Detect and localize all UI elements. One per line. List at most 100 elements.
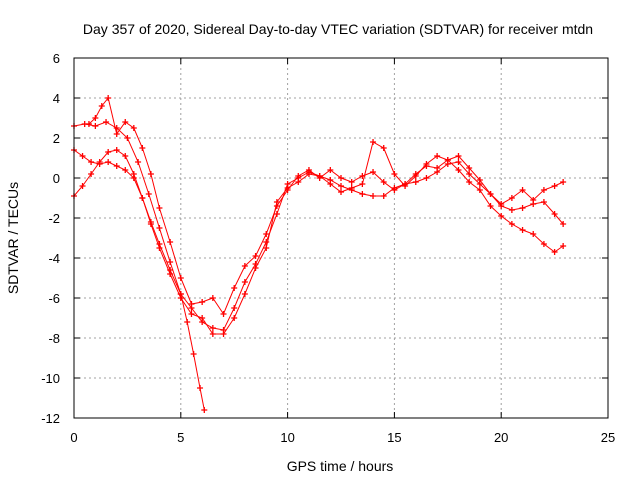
data-point [423, 163, 430, 169]
data-point [231, 285, 238, 291]
data-point [167, 239, 174, 245]
y-tick-label: 6 [53, 51, 60, 66]
data-point [167, 259, 174, 265]
data-point [197, 385, 204, 391]
data-point [241, 279, 248, 285]
data-point [551, 249, 558, 255]
data-point [130, 171, 137, 177]
x-tick-label: 0 [70, 430, 77, 445]
axis-ticks: 0 5 10 15 20 25 -12 -10 -8 -6 -4 -2 0 2 4 6 [41, 51, 615, 445]
y-tick-label: 0 [53, 171, 60, 186]
data-point [380, 145, 387, 151]
data-point [434, 165, 441, 171]
data-point [241, 263, 248, 269]
data-point [98, 103, 105, 109]
data-point [551, 183, 558, 189]
data-point [402, 181, 409, 187]
data-point [487, 191, 494, 197]
data-point [305, 167, 312, 173]
data-point [92, 115, 99, 121]
data-point [156, 205, 163, 211]
data-point [113, 147, 120, 153]
data-point [380, 179, 387, 185]
data-point [220, 331, 227, 337]
data-point [359, 191, 366, 197]
data-point [348, 179, 355, 185]
y-tick-label: -12 [41, 411, 60, 426]
series-layer [71, 95, 567, 413]
data-point [263, 245, 270, 251]
data-point [252, 253, 259, 259]
data-point [135, 159, 142, 165]
y-tick-label: -10 [41, 371, 60, 386]
data-point [434, 153, 441, 159]
data-point [105, 95, 112, 101]
data-point [88, 159, 95, 165]
data-point [209, 331, 216, 337]
data-point [540, 199, 547, 205]
y-tick-label: -4 [48, 251, 60, 266]
data-point [380, 193, 387, 199]
x-tick-label: 15 [387, 430, 401, 445]
data-point [444, 157, 451, 163]
data-point [519, 187, 526, 193]
y-tick-label: 4 [53, 91, 60, 106]
series-track-2 [71, 139, 567, 337]
y-tick-label: -8 [48, 331, 60, 346]
data-point [338, 175, 344, 181]
x-tick-label: 20 [494, 430, 508, 445]
series-line [88, 96, 564, 316]
data-point [540, 187, 547, 193]
data-point [184, 319, 191, 325]
data-point [209, 325, 216, 331]
data-point [177, 275, 184, 281]
data-point [551, 211, 558, 217]
y-tick-label: 2 [53, 131, 60, 146]
data-point [359, 173, 366, 179]
data-point [241, 291, 248, 297]
data-point [92, 123, 99, 129]
data-point [199, 315, 206, 321]
data-point [113, 131, 120, 137]
series-track-3 [71, 147, 208, 413]
chart-title: Day 357 of 2020, Sidereal Day-to-day VTE… [83, 21, 593, 37]
series-line [73, 141, 564, 335]
data-point [508, 195, 515, 201]
data-point [466, 171, 473, 177]
data-point [147, 219, 154, 225]
data-point [348, 185, 355, 191]
series-line [73, 149, 205, 411]
data-point [263, 231, 270, 237]
data-point [167, 267, 174, 273]
data-point [412, 179, 419, 185]
data-point [201, 407, 208, 413]
data-point [476, 187, 483, 193]
data-point [498, 201, 505, 207]
series-track-4 [85, 95, 567, 317]
data-point [540, 241, 547, 247]
data-point [519, 227, 526, 233]
data-point [327, 167, 334, 173]
data-point [209, 295, 216, 301]
data-point [124, 135, 131, 141]
data-point [147, 171, 154, 177]
data-point [284, 187, 291, 193]
data-point [519, 205, 526, 211]
data-point [263, 239, 270, 245]
data-point [316, 175, 323, 181]
data-point [139, 195, 146, 201]
data-point [273, 211, 280, 217]
series-line [73, 121, 564, 331]
data-point [122, 119, 129, 125]
data-point [412, 171, 419, 177]
data-point [79, 153, 86, 159]
data-point [273, 203, 280, 209]
data-point [85, 121, 92, 127]
data-point [122, 153, 129, 159]
data-point [105, 149, 112, 155]
data-point [560, 243, 567, 249]
data-point [231, 315, 238, 321]
x-axis-label: GPS time / hours [287, 458, 394, 474]
data-point [423, 175, 430, 181]
